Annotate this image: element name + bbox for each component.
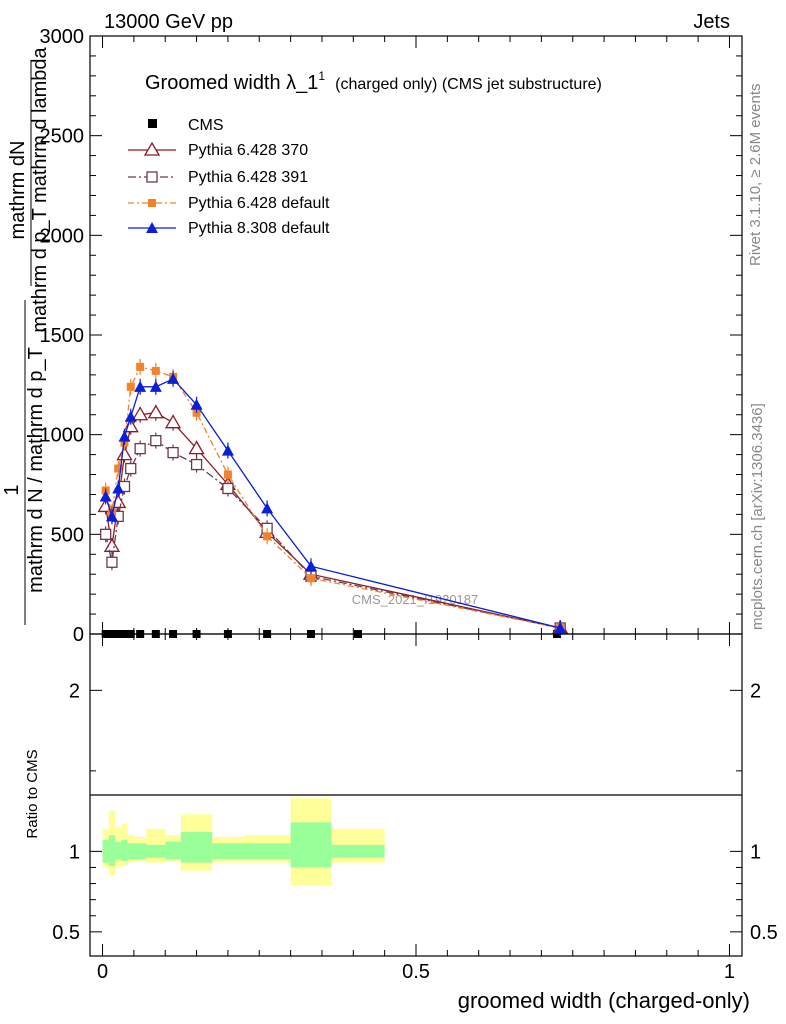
ratio-band-inner xyxy=(133,843,147,860)
point-p8 xyxy=(112,482,125,494)
point-p391 xyxy=(134,442,146,455)
ratio-band-inner xyxy=(290,822,332,868)
ylabel-upper-num: mathrm dN xyxy=(7,141,29,240)
point-p8 xyxy=(190,398,203,410)
x-tick-label: 0 xyxy=(97,961,108,983)
point-p8 xyxy=(221,444,234,456)
point-p8 xyxy=(134,380,147,392)
ratio-band-inner xyxy=(121,840,128,862)
ratio-y-label: Ratio to CMS xyxy=(24,749,41,838)
ylabel-upper-den: mathrm d p_T mathrm d lambda xyxy=(29,46,51,332)
point-p8 xyxy=(261,502,274,514)
legend: CMS Pythia 6.428 370 Pythia 6.428 391 Py… xyxy=(128,117,330,237)
point-p370 xyxy=(164,414,182,429)
point-p8 xyxy=(304,560,317,572)
chart-title: Groomed width λ_11 (charged only) (CMS je… xyxy=(145,69,602,94)
main-y-tick-label: 0 xyxy=(73,624,84,646)
point-p8 xyxy=(149,380,162,392)
ratio-y-tick-label: 2 xyxy=(69,680,80,702)
ratio-band-inner xyxy=(115,841,122,860)
main-y-tick-label: 2000 xyxy=(40,225,85,247)
point-p391 xyxy=(190,458,203,471)
ratio-y-ticks: 0.5 0.5 1 1 2 2 xyxy=(52,680,778,944)
point-p8 xyxy=(105,510,118,522)
legend-label-p391: Pythia 6.428 391 xyxy=(188,169,308,186)
point-p8 xyxy=(118,430,131,442)
point-p391 xyxy=(150,434,162,447)
point-p370 xyxy=(132,406,149,421)
ratio-band-inner xyxy=(102,840,109,863)
main-y-axis-label: mathrm dN mathrm d p_T mathrm d lambda 1… xyxy=(1,46,51,625)
point-p391 xyxy=(222,482,234,495)
point-p8 xyxy=(554,622,567,634)
main-y-tick-label: 500 xyxy=(51,524,84,546)
series-line-p370 xyxy=(105,412,561,629)
ratio-y-tick-label: 1 xyxy=(69,841,80,863)
point-p391 xyxy=(125,462,137,475)
point-pdef xyxy=(263,532,272,541)
ratio-band-inner xyxy=(108,835,116,866)
ratio-band-inner xyxy=(331,844,385,858)
energy-label: 13000 GeV pp xyxy=(104,11,233,33)
legend-label-pdef: Pythia 6.428 default xyxy=(188,195,330,212)
ratio-band-inner xyxy=(127,843,134,860)
ylabel-lower-num: 1 xyxy=(1,484,23,495)
main-y-tick-label: 1500 xyxy=(40,325,85,347)
chart-title-sup: 1 xyxy=(318,69,325,83)
watermark: CMS_2021_I1920187 xyxy=(352,592,479,607)
rivet-label: Rivet 3.1.10, ≥ 2.6M events xyxy=(747,84,764,267)
point-p391 xyxy=(106,556,118,568)
point-pdef xyxy=(126,382,135,391)
ratio-y-tick-label: 0.5 xyxy=(52,922,80,944)
legend-label-cms: CMS xyxy=(188,117,224,134)
point-p8 xyxy=(124,410,137,422)
ratio-band-inner xyxy=(146,844,166,858)
chart-title-main: Groomed width λ_1 xyxy=(145,72,318,94)
point-pdef xyxy=(151,366,160,375)
series-layer xyxy=(97,358,569,638)
ratio-band-inner xyxy=(180,832,213,863)
point-pdef xyxy=(114,464,123,473)
point-p391 xyxy=(100,528,112,540)
point-pdef xyxy=(136,362,145,371)
main-y-tick-label: 3000 xyxy=(40,26,85,48)
ratio-band-inner xyxy=(165,841,181,860)
point-pdef xyxy=(223,470,232,479)
point-pdef xyxy=(306,574,315,583)
chart-title-sub: (charged only) (CMS jet substructure) xyxy=(335,76,602,93)
legend-marker-pdef xyxy=(148,199,156,207)
ratio-band-inner xyxy=(212,843,244,860)
ratio-y-tick-label-right: 2 xyxy=(750,680,761,702)
x-tick-label: 1 xyxy=(724,961,735,983)
ratio-y-tick-label-right: 0.5 xyxy=(750,922,778,944)
legend-label-p8: Pythia 8.308 default xyxy=(188,220,330,237)
point-p370 xyxy=(147,404,164,419)
ratio-x-ticks: 0 0.5 1 xyxy=(97,634,735,983)
legend-marker-p8 xyxy=(146,222,158,233)
series-line-pdef xyxy=(105,366,561,629)
point-p391 xyxy=(167,446,179,459)
series-line-p391 xyxy=(105,439,561,629)
ratio-band-inner xyxy=(243,843,291,860)
main-y-tick-label: 1000 xyxy=(40,425,85,447)
legend-marker-p391 xyxy=(146,171,158,183)
ratio-y-tick-label-right: 1 xyxy=(750,841,761,863)
point-p370 xyxy=(188,440,205,455)
legend-marker-cms xyxy=(148,119,157,128)
main-y-tick-label: 2500 xyxy=(40,126,85,148)
x-axis-label: groomed width (charged-only) xyxy=(458,988,750,1013)
category-label: Jets xyxy=(693,11,730,33)
point-p8 xyxy=(167,372,180,384)
legend-label-p370: Pythia 6.428 370 xyxy=(188,142,308,159)
legend-marker-p370 xyxy=(143,141,161,156)
x-tick-label: 0.5 xyxy=(402,961,430,983)
main-y-ticks: 0 500 1000 1500 2000 2500 3000 xyxy=(40,26,742,646)
site-label: mcplots.cern.ch [arXiv:1306.3436] xyxy=(749,403,766,630)
point-p8 xyxy=(99,490,112,502)
ratio-band-layer xyxy=(102,798,385,886)
ylabel-lower-den: mathrm d N / mathrm d p_T xyxy=(25,347,47,593)
